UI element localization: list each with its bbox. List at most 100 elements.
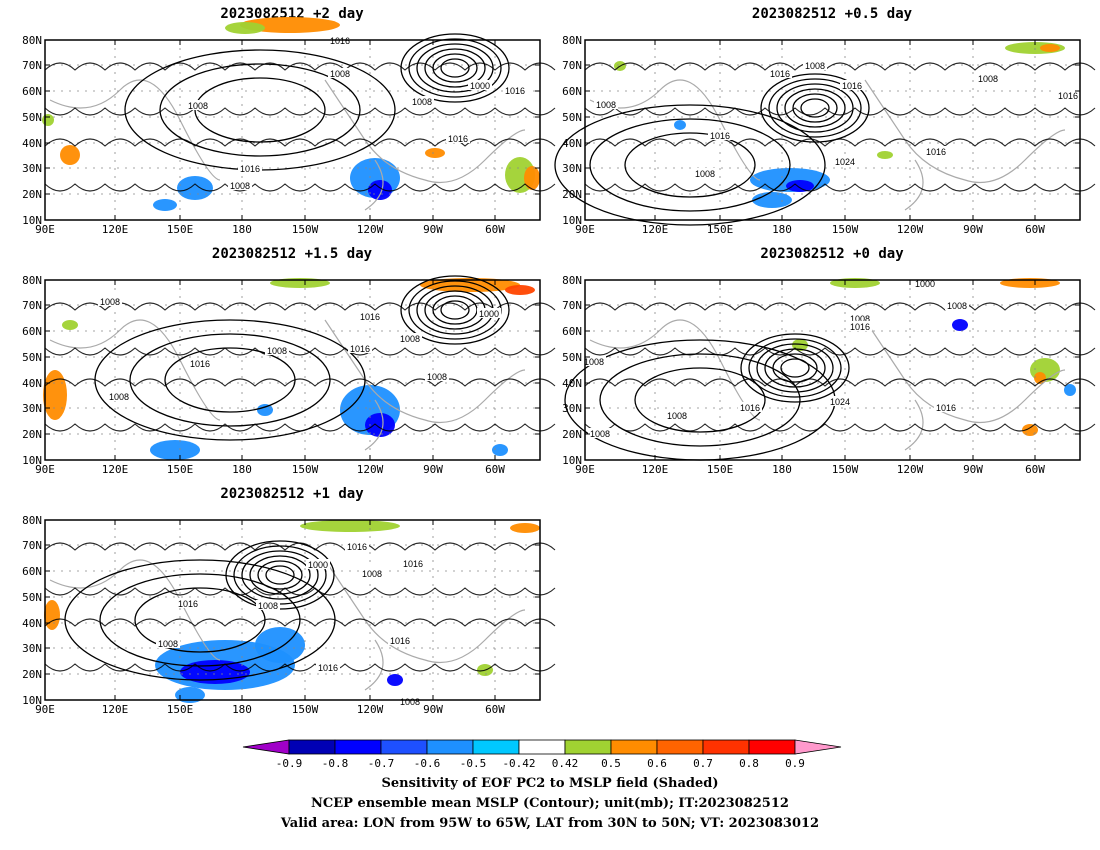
lat-tick-label: 40N xyxy=(22,377,42,390)
mslp-contour-low xyxy=(408,38,502,98)
lon-tick-label: 120W xyxy=(897,223,924,236)
contour-label-bg xyxy=(188,358,212,368)
mslp-contour-low xyxy=(400,33,510,103)
colorbar-cell xyxy=(518,739,566,755)
contour-label-bg xyxy=(588,428,612,438)
lon-tick-label: 60W xyxy=(485,463,505,476)
contour-label: 1000 xyxy=(308,560,328,570)
contour-label: 1016 xyxy=(936,403,956,413)
lon-tick-label: 150E xyxy=(167,463,194,476)
contour-label-bg xyxy=(398,333,422,343)
mslp-contour-low xyxy=(440,300,470,320)
contour-label: 1008 xyxy=(412,97,432,107)
colorbar-tick-label: 0.7 xyxy=(693,757,713,770)
contour-label: 1016 xyxy=(240,164,260,174)
mslp-contour-low xyxy=(756,343,834,393)
lon-tick-label: 150W xyxy=(292,463,319,476)
sensitivity-shading xyxy=(752,192,792,208)
contour-label-bg xyxy=(738,402,762,412)
sensitivity-shading xyxy=(387,674,403,686)
mslp-contour-high xyxy=(599,353,801,447)
lat-tick-label: 70N xyxy=(22,299,42,312)
contour-label-bg xyxy=(156,638,180,648)
colorbar-tick-label: 0.42 xyxy=(552,757,579,770)
lat-tick-label: 40N xyxy=(562,377,582,390)
map-panel-plus-1-day: 1016 1000 1016 1008 1008 1016 1008 1016 1016 1008… xyxy=(22,514,556,716)
mslp-contour xyxy=(44,302,556,311)
contour-label: 1008 xyxy=(267,346,287,356)
sensitivity-shading xyxy=(240,17,340,33)
colorbar-tick-label: -0.9 xyxy=(276,757,303,770)
lat-tick-label: 20N xyxy=(22,428,42,441)
sensitivity-shading xyxy=(153,199,177,211)
contour-label: 1000 xyxy=(479,309,499,319)
map-panel-plus-2-day: 1016 1008 1000 1016 1008 1008 1016 1016 1008 80N 7… xyxy=(22,17,556,236)
lat-tick-label: 40N xyxy=(562,137,582,150)
mslp-contour-low xyxy=(740,333,850,403)
contour-label-bg xyxy=(238,163,262,173)
mslp-contour xyxy=(44,347,556,356)
colorbar-tick-label: -0.42 xyxy=(502,757,535,770)
contour-label: 1008 xyxy=(400,334,420,344)
contour-label: 1008 xyxy=(584,357,604,367)
sensitivity-shading xyxy=(175,687,205,703)
sensitivity-shading xyxy=(368,180,392,200)
lon-tick-label: 120W xyxy=(357,223,384,236)
mslp-contour xyxy=(584,107,1096,116)
contour-label: 1008 xyxy=(695,169,715,179)
lat-tick-label: 80N xyxy=(22,34,42,47)
mslp-contour xyxy=(584,62,1096,71)
lon-tick-label: 90W xyxy=(423,703,443,716)
mslp-contour xyxy=(584,378,1096,387)
colorbar-tick-label: -0.7 xyxy=(368,757,395,770)
contour-label-bg xyxy=(410,96,434,106)
lat-tick-label: 70N xyxy=(22,59,42,72)
mslp-contour-high xyxy=(159,63,361,157)
contour-label-bg xyxy=(503,85,527,95)
contour-label: 1008 xyxy=(258,601,278,611)
colorbar-tick-label: 0.8 xyxy=(739,757,759,770)
mslp-contour xyxy=(44,138,556,147)
mslp-contour xyxy=(44,587,556,596)
lon-tick-label: 90W xyxy=(963,463,983,476)
lat-tick-label: 50N xyxy=(22,351,42,364)
contour-label: 1000 xyxy=(470,81,490,91)
mslp-contour-low xyxy=(764,348,826,388)
lon-tick-label: 180 xyxy=(232,703,252,716)
sensitivity-shading xyxy=(505,285,535,295)
sensitivity-shading xyxy=(62,320,78,330)
lat-tick-label: 30N xyxy=(562,162,582,175)
lat-tick-label: 50N xyxy=(22,591,42,604)
lon-tick-label: 90E xyxy=(575,223,595,236)
mslp-contour-high xyxy=(554,104,826,226)
sensitivity-shading xyxy=(255,627,305,663)
coastline xyxy=(589,79,1066,211)
colorbar-cell xyxy=(426,739,474,755)
lon-tick-label: 90E xyxy=(35,223,55,236)
mslp-contour-low xyxy=(784,88,846,128)
contour-label-bg xyxy=(833,156,857,166)
colorbar-cell xyxy=(380,739,428,755)
contour-label: 1016 xyxy=(1058,91,1078,101)
contour-label: 1016 xyxy=(318,663,338,673)
contour-label-bg xyxy=(107,391,131,401)
contour-label-bg xyxy=(848,321,872,331)
lat-tick-label: 30N xyxy=(22,402,42,415)
mslp-contour xyxy=(584,347,1096,356)
contour-label: 1008 xyxy=(427,372,447,382)
lat-tick-label: 20N xyxy=(562,188,582,201)
lat-tick-label: 40N xyxy=(22,617,42,630)
lat-tick-label: 30N xyxy=(22,642,42,655)
lat-tick-label: 60N xyxy=(22,325,42,338)
sensitivity-shading xyxy=(44,600,60,630)
sensitivity-shading xyxy=(43,370,67,420)
panel-title-plus-1-5-day: 2023082512 +1.5 day xyxy=(211,246,373,262)
contour-label-bg xyxy=(345,541,369,551)
lon-tick-label: 180 xyxy=(772,223,792,236)
map-panel-plus-1-5-day: 1008 1016 1000 1008 1008 1016 1016 1008 1008 80N 7… xyxy=(22,274,556,476)
lon-tick-label: 90W xyxy=(963,223,983,236)
sensitivity-shading xyxy=(150,440,200,460)
mslp-contour xyxy=(44,423,556,432)
lat-tick-label: 60N xyxy=(22,85,42,98)
lon-tick-label: 150E xyxy=(167,223,194,236)
